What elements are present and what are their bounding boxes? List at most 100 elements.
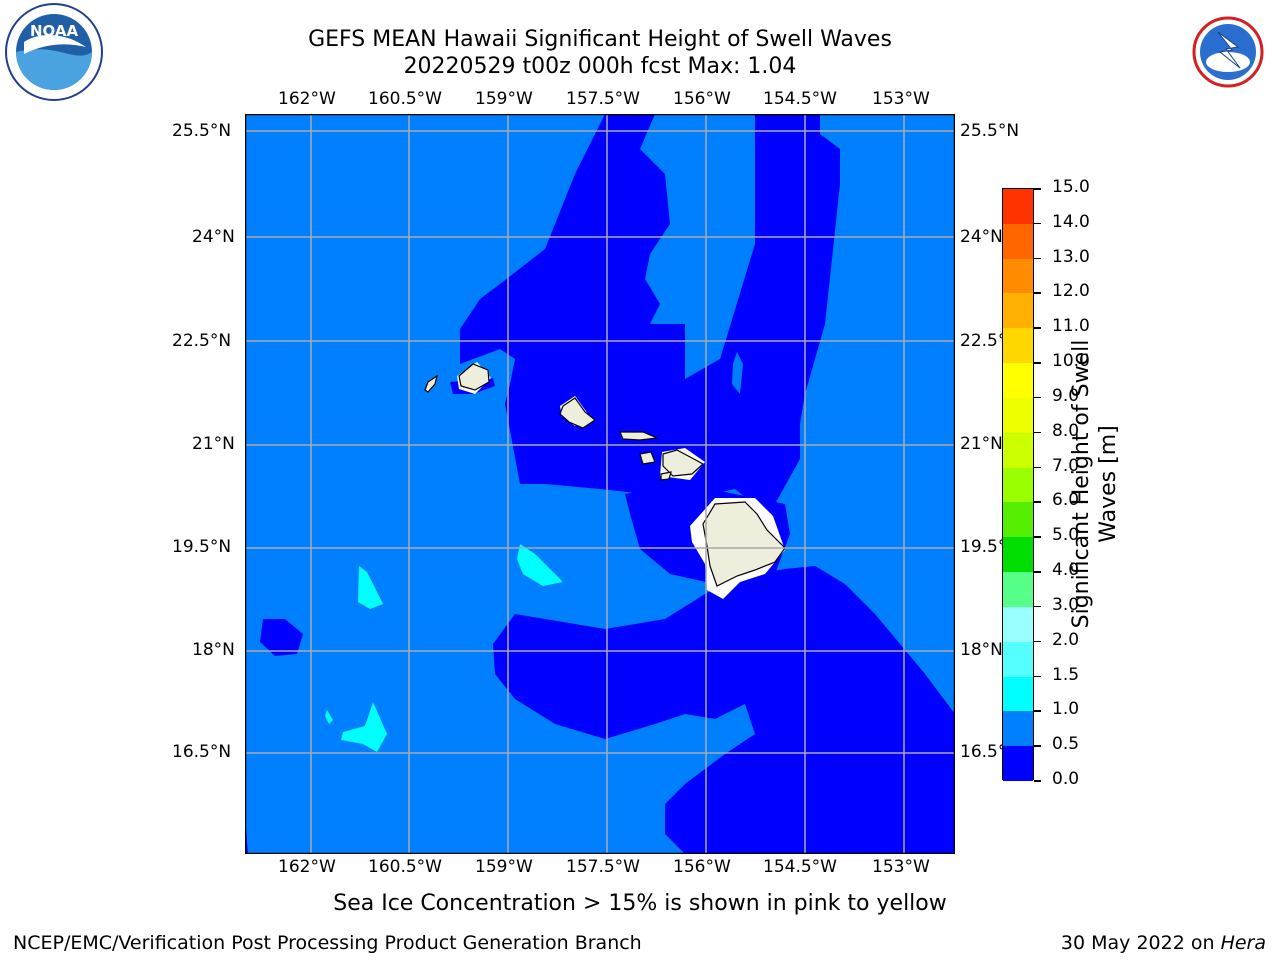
lon-label-top-159: 159°W: [475, 89, 533, 109]
footer-credit: NCEP/EMC/Verification Post Processing Pr…: [13, 932, 642, 954]
swell-band-low-south: [493, 566, 955, 854]
land-bigisland: [702, 501, 786, 587]
colorbar-swatch: [1003, 258, 1033, 294]
lat-label-right-255: 25.5°N: [960, 121, 1020, 141]
colorbar-tick-mark: [1034, 675, 1041, 678]
colorbar-tick-label: 3.0: [1052, 594, 1080, 615]
swell-patch-high-4: [325, 710, 333, 724]
land-kahoolawe: [660, 471, 672, 481]
chart-title-line2: 20220529 t00z 000h fcst Max: 1.04: [403, 54, 797, 79]
colorbar-tick-mark: [1034, 710, 1041, 712]
colorbar-tick-mark: [1034, 605, 1041, 608]
lat-label-left-21: 21°N: [192, 434, 235, 454]
colorbar-tick-label: 12.0: [1052, 281, 1090, 302]
land-maui: [662, 449, 705, 477]
map-gridlines: [245, 114, 955, 854]
colorbar-swatch: [1003, 223, 1033, 260]
nws-logo: [1178, 2, 1278, 102]
colorbar-swatch: [1003, 502, 1033, 538]
sea-ice-note: Sea Ice Concentration > 15% is shown in …: [333, 891, 947, 916]
noaa-logo: NOAA: [4, 2, 104, 102]
lon-label-top-1545: 154.5°W: [763, 89, 837, 109]
map-frame: [244, 113, 956, 855]
lat-label-left-165: 16.5°N: [172, 742, 232, 762]
lon-label-bottom-153: 153°W: [872, 857, 930, 877]
lon-label-bottom-156: 156°W: [673, 857, 731, 877]
colorbar-tick-label: 13.0: [1052, 246, 1090, 267]
colorbar-tick-mark: [1034, 501, 1041, 503]
colorbar-tick-mark: [1034, 431, 1041, 434]
lat-label-right-21: 21°N: [960, 434, 1003, 454]
colorbar-tick-mark: [1034, 396, 1041, 399]
colorbar-swatch: [1003, 467, 1033, 503]
lon-label-bottom-1545: 154.5°W: [763, 857, 837, 877]
lon-label-top-162: 162°W: [278, 89, 336, 109]
colorbar-tick-mark: [1034, 188, 1041, 190]
colorbar-tick-mark: [1034, 780, 1041, 782]
footer-date: 30 May 2022 on Hera: [1061, 932, 1266, 954]
swell-patch-high-2: [358, 566, 383, 609]
colorbar: [1002, 188, 1034, 782]
colorbar-swatch: [1003, 537, 1033, 573]
colorbar-tick-label: 6.0: [1052, 490, 1080, 511]
colorbar-swatch: [1003, 397, 1033, 434]
colorbar-label-line2: Waves [m]: [1096, 425, 1121, 543]
lon-label-top-1605: 160.5°W: [368, 89, 442, 109]
colorbar-tick-mark: [1034, 640, 1041, 643]
colorbar-tick-label: 8.0: [1052, 420, 1080, 441]
colorbar-swatch: [1003, 189, 1033, 225]
footer-date-text: 30 May 2022 on: [1060, 932, 1221, 954]
lon-label-bottom-1575: 157.5°W: [566, 857, 640, 877]
chart-title-line1: GEFS MEAN Hawaii Significant Height of S…: [308, 27, 892, 52]
colorbar-tick-mark: [1034, 222, 1041, 225]
swell-patch-mid: [732, 352, 743, 394]
land-oahu: [559, 397, 597, 429]
colorbar-swatch: [1003, 328, 1033, 364]
colorbar-tick-label: 14.0: [1052, 211, 1090, 232]
swell-patch-high-3: [341, 702, 387, 752]
colorbar-swatch: [1003, 363, 1033, 399]
lat-label-left-195: 19.5°N: [172, 537, 232, 557]
lat-label-left-225: 22.5°N: [172, 331, 232, 351]
noaa-logo-text: NOAA: [30, 22, 79, 40]
lon-label-top-156: 156°W: [673, 89, 731, 109]
colorbar-tick-label: 1.5: [1052, 664, 1080, 685]
colorbar-swatch: [1003, 432, 1033, 469]
land-lanai: [639, 451, 656, 465]
colorbar-swatch: [1003, 711, 1033, 747]
lon-label-top-153: 153°W: [872, 89, 930, 109]
colorbar-tick-label: 10.0: [1052, 351, 1090, 372]
lon-label-bottom-1605: 160.5°W: [368, 857, 442, 877]
lon-label-bottom-159: 159°W: [475, 857, 533, 877]
colorbar-tick-mark: [1034, 257, 1041, 260]
map-plot: [244, 113, 956, 855]
colorbar-tick-mark: [1034, 466, 1041, 469]
land-kauai: [458, 363, 490, 391]
colorbar-tick-label: 15.0: [1052, 177, 1090, 197]
colorbar-tick-mark: [1034, 745, 1041, 747]
colorbar-tick-mark: [1034, 327, 1041, 329]
colorbar-tick-label: 2.0: [1052, 629, 1080, 650]
colorbar-tick-label: 4.0: [1052, 560, 1080, 581]
lat-label-left-24: 24°N: [192, 227, 235, 247]
colorbar-swatch: [1003, 676, 1033, 712]
colorbar-swatch: [1003, 293, 1033, 329]
lat-label-left-255: 25.5°N: [172, 121, 232, 141]
lat-label-right-24: 24°N: [960, 227, 1003, 247]
land-niihau: [424, 374, 438, 393]
swell-patch-high-1: [517, 544, 563, 586]
colorbar-swatch: [1003, 572, 1033, 608]
colorbar-swatch: [1003, 606, 1033, 643]
colorbar-tick-label: 0.0: [1052, 769, 1080, 789]
colorbar-tick-label: 9.0: [1052, 385, 1080, 406]
colorbar-tick-label: 1.0: [1052, 699, 1080, 720]
lon-label-top-1575: 157.5°W: [566, 89, 640, 109]
colorbar-tick-label: 11.0: [1052, 316, 1090, 337]
colorbar-tick-label: 0.5: [1052, 734, 1080, 755]
colorbar-tick-label: 5.0: [1052, 525, 1080, 546]
swell-patch-west: [260, 619, 303, 656]
lon-label-bottom-162: 162°W: [278, 857, 336, 877]
colorbar-tick-mark: [1034, 292, 1041, 294]
lat-label-right-18: 18°N: [960, 640, 1003, 660]
colorbar-swatch: [1003, 641, 1033, 678]
